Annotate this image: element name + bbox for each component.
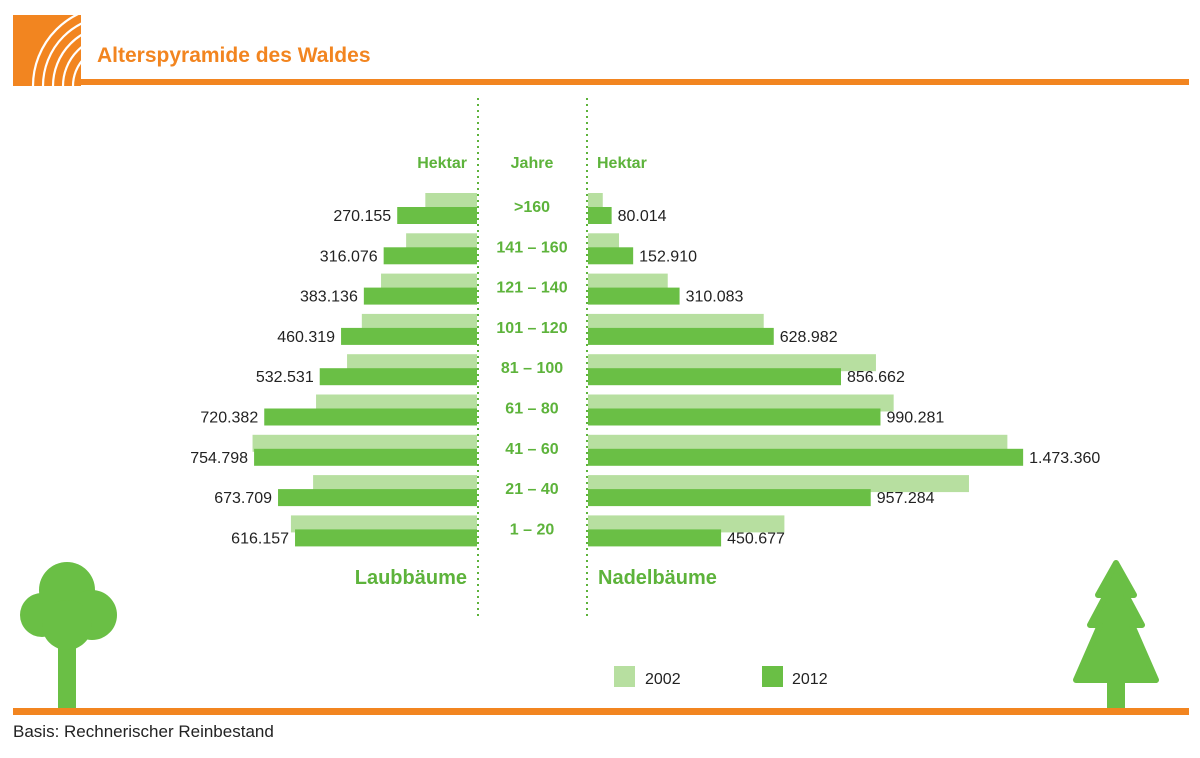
left-bar-2002 <box>313 475 477 493</box>
conifer-tree-icon <box>1073 560 1159 710</box>
left-bar-2012 <box>397 207 477 224</box>
right-bar-2002 <box>588 273 668 291</box>
left-value-label: 754.798 <box>190 450 248 467</box>
left-bar-2002 <box>252 434 477 452</box>
left-bar-2012 <box>383 247 477 265</box>
left-value-label: 460.319 <box>277 329 335 346</box>
left-value-label: 270.155 <box>333 208 391 225</box>
right-bar-2012 <box>588 368 842 386</box>
left-bar-2002 <box>425 193 477 210</box>
left-value-label: 383.136 <box>300 289 358 306</box>
left-header: Hektar <box>417 155 467 172</box>
right-bar-2012 <box>588 408 881 426</box>
right-bar-2012 <box>588 448 1024 466</box>
age-class-label: 81 – 100 <box>501 360 563 377</box>
right-bar-2002 <box>588 233 620 251</box>
right-bar-2002 <box>588 475 969 493</box>
deciduous-tree-icon <box>20 562 117 710</box>
footer-rule <box>13 708 1189 715</box>
age-class-label: 61 – 80 <box>505 401 558 418</box>
right-value-label: 80.014 <box>618 208 667 225</box>
right-bar-2012 <box>588 287 680 305</box>
left-bar-2012 <box>254 448 477 466</box>
left-bar-2002 <box>381 273 477 291</box>
right-value-label: 957.284 <box>877 490 935 507</box>
left-bar-2002 <box>347 354 477 372</box>
left-value-label: 316.076 <box>320 248 378 265</box>
legend-label-2012: 2012 <box>792 671 828 688</box>
right-value-label: 990.281 <box>886 410 944 427</box>
age-class-label: 21 – 40 <box>505 481 558 498</box>
right-value-label: 1.473.360 <box>1029 450 1100 467</box>
left-group-label: Laubbäume <box>355 567 467 589</box>
right-group-label: Nadelbäume <box>598 567 717 589</box>
right-bar-2012 <box>588 529 722 547</box>
footnote: Basis: Rechnerischer Reinbestand <box>13 722 274 741</box>
right-bar-2002 <box>588 434 1008 452</box>
age-class-label: 1 – 20 <box>510 521 555 538</box>
left-value-label: 616.157 <box>231 530 289 547</box>
right-value-label: 450.677 <box>727 530 785 547</box>
age-class-label: 41 – 60 <box>505 441 558 458</box>
left-value-label: 720.382 <box>200 410 258 427</box>
right-bar-2012 <box>588 327 774 345</box>
left-bar-2002 <box>290 515 477 533</box>
left-bar-2002 <box>316 394 477 412</box>
right-value-label: 152.910 <box>639 248 697 265</box>
age-class-label: >160 <box>514 199 550 216</box>
left-bar-2012 <box>264 408 477 426</box>
center-header: Jahre <box>511 155 554 172</box>
age-pyramid-chart: Hektar Jahre Hektar 270.155 80.014 >160 316.07… <box>190 98 1100 688</box>
age-class-label: 141 – 160 <box>496 239 567 256</box>
right-value-label: 310.083 <box>686 289 744 306</box>
right-bar-2002 <box>588 354 876 372</box>
right-bar-2002 <box>588 313 764 331</box>
age-class-label: 121 – 140 <box>496 280 567 297</box>
left-bar-2012 <box>363 287 477 305</box>
page-title: Alterspyramide des Waldes <box>97 44 371 67</box>
left-bar-2012 <box>319 368 477 386</box>
title-rule <box>81 79 1189 85</box>
legend-swatch-2002 <box>614 666 635 687</box>
right-bar-2012 <box>588 247 634 265</box>
left-bar-2012 <box>295 529 477 547</box>
brand-logo <box>13 4 114 87</box>
right-bar-2002 <box>588 193 603 210</box>
left-bar-2002 <box>406 233 477 251</box>
right-value-label: 856.662 <box>847 369 905 386</box>
left-bar-2012 <box>278 489 477 507</box>
age-class-label: 101 – 120 <box>496 320 567 337</box>
legend-swatch-2012 <box>762 666 783 687</box>
left-bar-2012 <box>341 327 477 345</box>
right-bar-2002 <box>588 515 785 533</box>
left-value-label: 673.709 <box>214 490 272 507</box>
right-bar-2012 <box>588 207 612 224</box>
left-bar-2002 <box>361 313 477 331</box>
right-bar-2012 <box>588 489 871 507</box>
right-value-label: 628.982 <box>780 329 838 346</box>
right-bar-2002 <box>588 394 894 412</box>
legend-label-2002: 2002 <box>645 671 681 688</box>
left-value-label: 532.531 <box>256 369 314 386</box>
right-header: Hektar <box>597 155 647 172</box>
